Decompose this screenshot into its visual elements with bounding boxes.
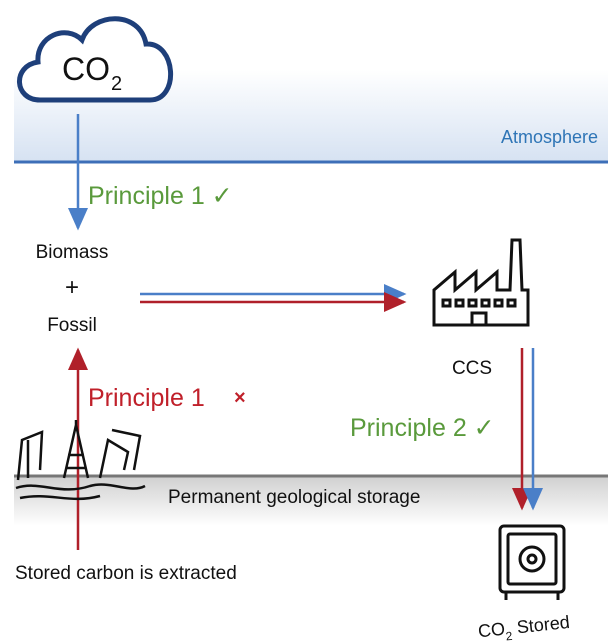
factory-icon: [434, 240, 528, 325]
ccs-label: CCS: [452, 358, 492, 379]
storage-label: Permanent geological storage: [168, 487, 420, 508]
cross-mark: ×: [234, 387, 246, 409]
fuel-label: Biomass: [36, 242, 109, 263]
cloud-text: CO: [62, 51, 110, 87]
principle-label: Principle 1: [88, 384, 205, 412]
diagram: CO 2 Atmosphere Principle 1 ✓ Biomass + …: [0, 0, 608, 641]
cloud-subscript: 2: [111, 73, 122, 95]
atmosphere-label: Atmosphere: [501, 127, 598, 147]
stored-text: CO: [477, 619, 506, 641]
principle-label: Principle 1 ✓: [88, 182, 233, 210]
stored-label: CO 2 Stored: [477, 612, 571, 641]
principle-label: Principle 2 ✓: [350, 414, 495, 442]
safe-icon: [500, 526, 564, 600]
fuel-label: Fossil: [47, 315, 97, 336]
extracted-label: Stored carbon is extracted: [15, 563, 237, 584]
fuel-plus: +: [65, 274, 79, 301]
stored-text: Stored: [511, 612, 571, 638]
